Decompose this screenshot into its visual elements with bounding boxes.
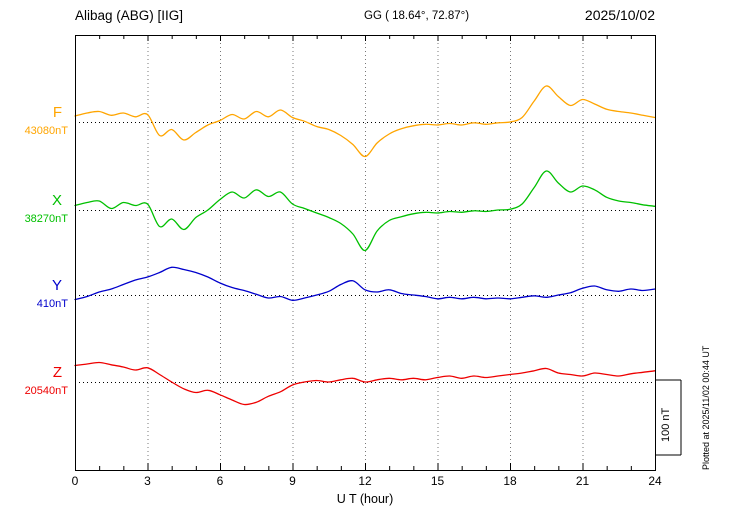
channel-label-F: F xyxy=(52,104,62,121)
channel-basevalue-Z: 20540nT xyxy=(24,385,68,397)
station-title: Alibag (ABG) [IIG] xyxy=(75,8,184,23)
x-tick-label: 9 xyxy=(289,474,296,488)
trace-X xyxy=(74,170,656,252)
x-tick-label: 24 xyxy=(648,474,662,488)
x-tick-label: 0 xyxy=(71,474,79,488)
geo-coordinates: GG ( 18.64°, 72.87°) xyxy=(364,10,470,22)
channel-label-X: X xyxy=(51,192,62,209)
channel-basevalue-F: 43080nT xyxy=(24,125,68,137)
x-axis-label: U T (hour) xyxy=(336,492,394,506)
x-tick-label: 12 xyxy=(358,474,372,488)
x-tick-label: 6 xyxy=(216,474,224,488)
x-tick-label: 18 xyxy=(503,474,517,488)
plotted-at-note: Plotted at 2025/11/02 00:44 UT xyxy=(701,345,711,470)
channel-label-Y: Y xyxy=(51,277,62,294)
channel-basevalue-X: 38270nT xyxy=(24,213,68,225)
scale-bar-label: 100 nT xyxy=(660,407,672,442)
trace-Z xyxy=(74,361,656,406)
trace-F xyxy=(74,85,656,158)
trace-Y xyxy=(74,266,656,301)
x-tick-label: 3 xyxy=(144,474,151,488)
x-tick-label: 15 xyxy=(430,474,445,488)
plot-border xyxy=(75,35,656,471)
x-tick-label: 21 xyxy=(575,474,590,488)
channel-basevalue-Y: 410nT xyxy=(36,298,68,310)
channel-label-Z: Z xyxy=(52,364,62,381)
plot-date: 2025/10/02 xyxy=(584,7,655,23)
